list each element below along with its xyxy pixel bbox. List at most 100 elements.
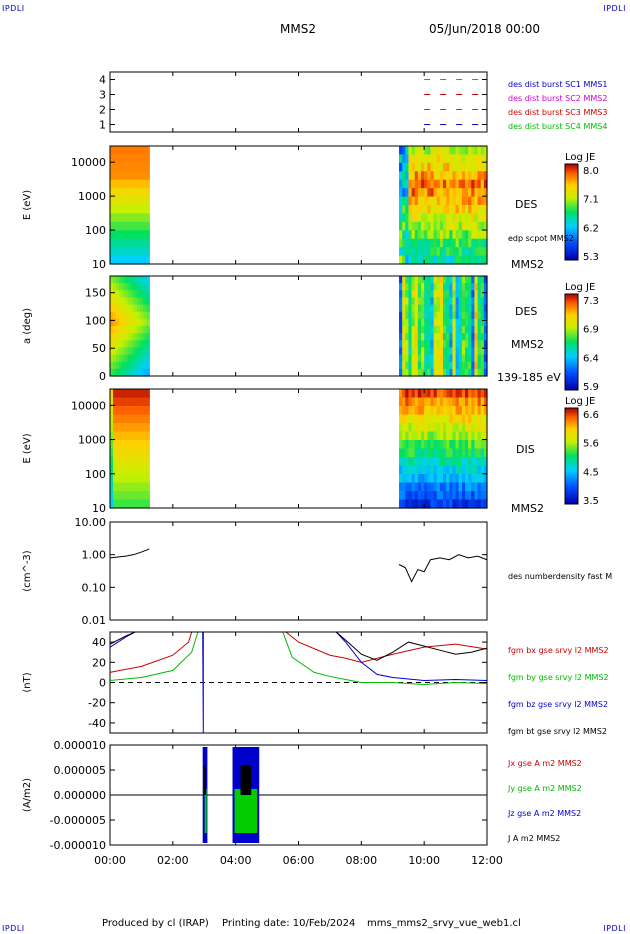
heatmap-cell: [122, 179, 126, 189]
heatmap-cell: [458, 499, 463, 509]
heatmap-cell: [461, 361, 466, 370]
heatmap-cell: [399, 491, 403, 501]
heatmap-cell: [146, 326, 150, 334]
heatmap-cell: [128, 276, 132, 284]
heatmap-cell: [436, 499, 441, 509]
heatmap-cell: [452, 340, 457, 349]
heatmap-cell: [465, 465, 469, 475]
y-tick-label: 4: [99, 74, 106, 87]
colorbar-title: Log JE: [565, 282, 595, 293]
heatmap-cell: [430, 431, 435, 441]
heatmap-cell: [110, 448, 114, 458]
heatmap-cell: [427, 283, 432, 291]
heatmap-cell: [424, 297, 428, 306]
heatmap-cell: [449, 347, 454, 356]
heatmap-cell: [446, 311, 450, 320]
heatmap-cell: [421, 474, 425, 484]
heatmap-cell: [446, 414, 450, 424]
heatmap-cell: [436, 221, 441, 231]
heatmap-cell: [128, 171, 132, 181]
heatmap-cell: [439, 491, 444, 501]
heatmap-cell: [110, 255, 114, 265]
heatmap-cell: [461, 304, 466, 313]
heatmap-cell: [455, 205, 460, 215]
heatmap-cell: [443, 205, 447, 215]
heatmap-cell: [458, 491, 463, 501]
current-burst: [240, 765, 252, 795]
heatmap-cell: [110, 431, 114, 441]
heatmap-cell: [110, 247, 114, 257]
heatmap-cell: [405, 276, 410, 284]
heatmap-cell: [461, 162, 466, 172]
legend-entry: des dist burst SC2 MMS2: [508, 94, 607, 103]
heatmap-cell: [477, 457, 482, 467]
heatmap-cell: [430, 389, 435, 399]
heatmap-cell: [433, 474, 438, 484]
heatmap-cell: [474, 431, 479, 441]
heatmap-cell: [421, 340, 425, 349]
heatmap-cell: [405, 196, 410, 206]
heatmap-cell: [471, 414, 476, 424]
heatmap-cell: [116, 414, 120, 424]
heatmap-cell: [131, 482, 135, 492]
heatmap-cell: [439, 146, 444, 156]
heatmap-cell: [465, 361, 469, 370]
heatmap-cell: [427, 311, 432, 320]
heatmap-cell: [436, 179, 441, 189]
heatmap-cell: [134, 423, 138, 433]
y-axis-label: (cm^-3): [22, 550, 33, 591]
heatmap-cell: [436, 318, 441, 327]
heatmap-cell: [116, 354, 120, 363]
heatmap-cell: [433, 333, 438, 341]
heatmap-cell: [480, 247, 485, 257]
heatmap-cell: [134, 162, 138, 172]
heatmap-cell: [140, 499, 144, 509]
heatmap-cell: [414, 361, 419, 370]
heatmap-cell: [452, 499, 457, 509]
heatmap-cell: [465, 397, 469, 407]
heatmap-cell: [427, 154, 432, 164]
heatmap-cell: [458, 162, 463, 172]
heatmap-cell: [122, 283, 126, 291]
heatmap-cell: [417, 499, 422, 509]
heatmap-cell: [443, 290, 447, 299]
heatmap-cell: [134, 389, 138, 399]
heatmap-cell: [446, 283, 450, 291]
heatmap-cell: [116, 448, 120, 458]
heatmap-cell: [458, 440, 463, 450]
heatmap-cell: [119, 482, 123, 492]
heatmap-cell: [471, 196, 476, 206]
heatmap-cell: [125, 354, 129, 363]
heatmap-cell: [134, 499, 138, 509]
heatmap-cell: [137, 213, 141, 223]
heatmap-cell: [119, 499, 123, 509]
heatmap-cell: [134, 474, 138, 484]
heatmap-cell: [433, 304, 438, 313]
heatmap-cell: [465, 318, 469, 327]
heatmap-cell: [402, 326, 406, 334]
heatmap-cell: [455, 340, 460, 349]
heatmap-cell: [458, 230, 463, 240]
heatmap-cell: [128, 482, 132, 492]
heatmap-cell: [439, 361, 444, 370]
heatmap-cell: [449, 283, 454, 291]
heatmap-cell: [455, 154, 460, 164]
heatmap-cell: [131, 154, 135, 164]
heatmap-cell: [436, 304, 441, 313]
heatmap-cell: [443, 440, 447, 450]
heatmap-cell: [116, 255, 120, 265]
heatmap-cell: [116, 465, 120, 475]
heatmap-cell: [433, 171, 438, 181]
heatmap-cell: [417, 340, 422, 349]
heatmap-cell: [402, 368, 406, 377]
heatmap-cell: [430, 368, 435, 377]
heatmap-cell: [110, 221, 114, 231]
heatmap-cell: [449, 154, 454, 164]
heatmap-cell: [430, 154, 435, 164]
heatmap-cell: [471, 406, 476, 416]
heatmap-cell: [140, 311, 144, 320]
heatmap-cell: [134, 448, 138, 458]
heatmap-cell: [110, 423, 114, 433]
heatmap-cell: [458, 414, 463, 424]
heatmap-cell: [128, 318, 132, 327]
